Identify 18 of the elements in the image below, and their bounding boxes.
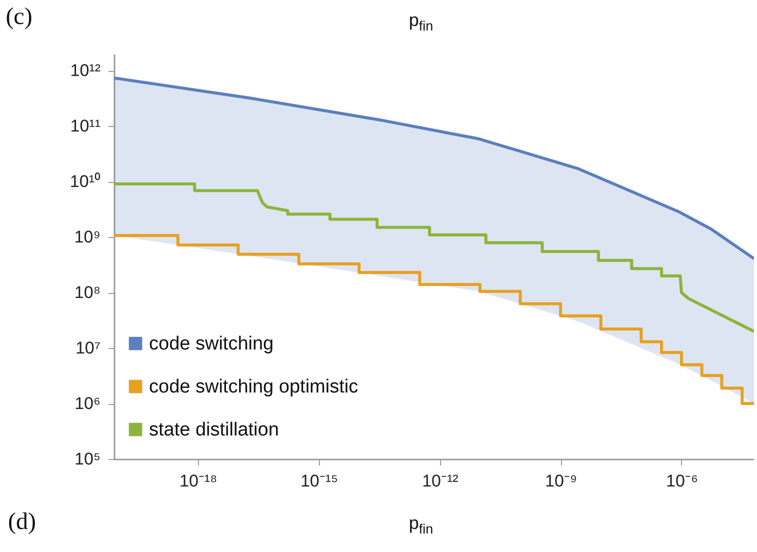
x-tick-label: 10⁻⁶ <box>666 472 698 490</box>
legend-label: code switching <box>149 334 274 354</box>
y-tick-label: 10⁶ <box>74 394 100 414</box>
y-tick-label: 10⁵ <box>74 450 100 468</box>
x-tick-label: 10⁻⁹ <box>544 472 578 490</box>
legend-label: code switching optimistic <box>149 376 358 398</box>
x-tick-label: 10⁻¹² <box>422 472 459 490</box>
y-tick-label: 10⁷ <box>75 338 100 358</box>
y-tick-label: 10¹⁰ <box>70 172 100 192</box>
x-tick-label: 10⁻¹⁵ <box>300 472 338 490</box>
y-tick-label: 10¹² <box>70 61 101 80</box>
text: (c) <box>6 4 32 30</box>
y-tick-label: 10¹¹ <box>70 116 101 136</box>
y-tick-label: 10⁸ <box>74 283 100 302</box>
legend-label: state distillation <box>149 420 279 440</box>
text: (d) <box>8 509 36 535</box>
y-tick-label: 10⁹ <box>74 228 100 247</box>
x-tick-label: 10⁻¹⁸ <box>179 472 218 490</box>
